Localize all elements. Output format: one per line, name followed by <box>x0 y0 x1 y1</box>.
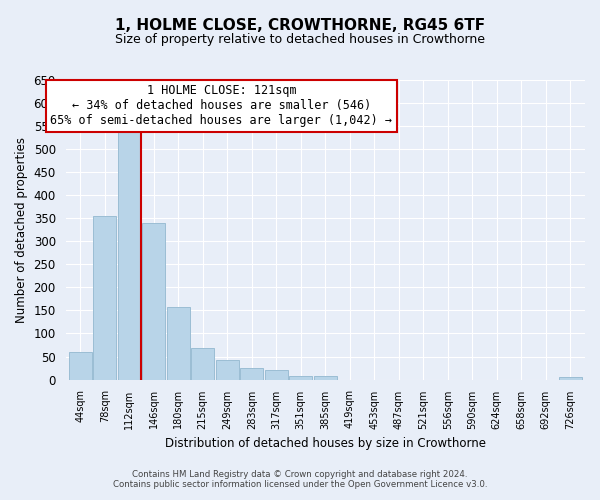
X-axis label: Distribution of detached houses by size in Crowthorne: Distribution of detached houses by size … <box>165 437 486 450</box>
Text: Size of property relative to detached houses in Crowthorne: Size of property relative to detached ho… <box>115 32 485 46</box>
Bar <box>167 307 190 380</box>
Bar <box>289 376 313 380</box>
Bar <box>559 378 582 380</box>
Bar <box>215 360 239 380</box>
Bar <box>118 130 141 380</box>
Y-axis label: Number of detached properties: Number of detached properties <box>15 137 28 323</box>
Text: 1 HOLME CLOSE: 121sqm
← 34% of detached houses are smaller (546)
65% of semi-det: 1 HOLME CLOSE: 121sqm ← 34% of detached … <box>50 84 392 128</box>
Text: Contains HM Land Registry data © Crown copyright and database right 2024.
Contai: Contains HM Land Registry data © Crown c… <box>113 470 487 489</box>
Bar <box>191 348 214 380</box>
Text: 1, HOLME CLOSE, CROWTHORNE, RG45 6TF: 1, HOLME CLOSE, CROWTHORNE, RG45 6TF <box>115 18 485 32</box>
Bar <box>314 376 337 380</box>
Bar <box>265 370 288 380</box>
Bar <box>240 368 263 380</box>
Bar <box>68 352 92 380</box>
Bar <box>142 223 166 380</box>
Bar <box>93 216 116 380</box>
